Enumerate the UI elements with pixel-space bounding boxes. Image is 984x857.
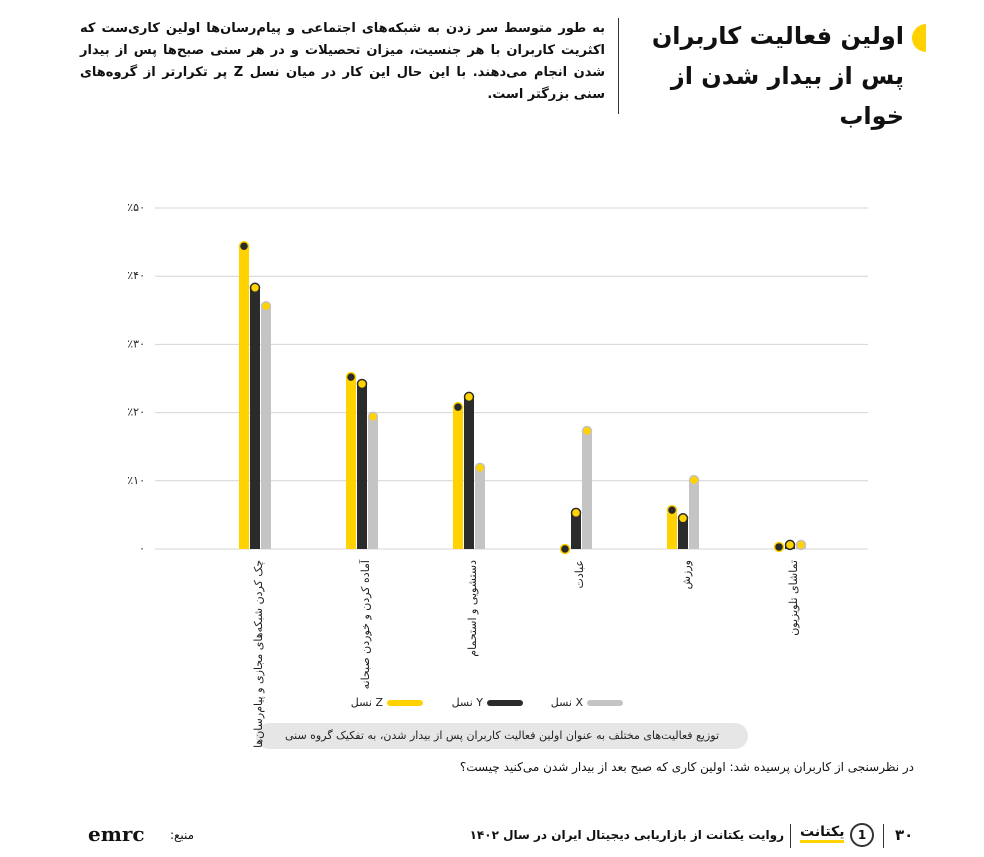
y-tick-label: ۰	[139, 542, 145, 555]
logo: یکتانت	[800, 824, 845, 843]
bar-cap-dot	[260, 300, 272, 312]
bar	[368, 416, 378, 549]
footer-text: روایت یکتانت از بازاریابی دیجیتال ایران …	[469, 828, 784, 842]
bar-cap-dot	[345, 371, 357, 383]
x-tick-label: تماشای تلویزیون	[787, 560, 800, 636]
y-tick-label: ٪۴۰	[127, 269, 145, 282]
intro-text: به طور متوسط سر زدن به شبکه‌های اجتماعی …	[80, 21, 605, 102]
bar-cap-dot	[773, 541, 785, 553]
bar	[357, 383, 367, 549]
x-tick-label: دستشویی و استحمام	[466, 560, 479, 657]
y-tick-label: ٪۲۰	[127, 406, 145, 419]
x-tick-label: آماده کردن و خوردن صبحانه	[358, 559, 372, 689]
bar	[689, 480, 699, 549]
legend-label: نسل Z	[351, 696, 384, 709]
bar	[346, 377, 356, 549]
x-tick-label: عبادت	[573, 560, 586, 589]
bar	[582, 431, 592, 549]
divider	[883, 824, 884, 848]
bar-cap-dot	[474, 462, 486, 474]
title-marker	[912, 24, 926, 52]
bar	[571, 512, 581, 549]
page-title: اولین فعالیت کاربران پس از بیدار شدن از …	[651, 22, 904, 130]
bar-cap-dot	[238, 240, 250, 252]
page-number: ۳۰	[895, 826, 914, 844]
bar-cap-dot	[367, 411, 379, 422]
badge: 1	[850, 823, 874, 847]
bar-cap-dot	[559, 543, 571, 555]
bar	[453, 407, 463, 549]
bar	[239, 246, 249, 549]
bar-cap-dot	[463, 391, 475, 403]
y-tick-label: ٪۳۰	[127, 337, 145, 350]
x-tick-label: ورزش	[680, 560, 693, 589]
bar-cap-dot	[452, 401, 464, 413]
bar-cap-dot	[666, 504, 678, 516]
bar-cap-dot	[688, 474, 700, 486]
bar-cap-dot	[677, 513, 689, 524]
bar	[464, 396, 474, 549]
bar-cap-dot	[570, 507, 582, 519]
x-tick-label: چک کردن شبکه‌های مجازی و پیام‌رسان‌ها	[252, 560, 265, 748]
divider	[618, 18, 619, 114]
bar	[250, 287, 260, 549]
bar	[261, 306, 271, 549]
bar-cap-dot	[249, 282, 261, 294]
bar	[678, 518, 688, 549]
bar-cap-dot	[784, 539, 796, 551]
survey-question: در نظرسنجی از کاربران پرسیده شد: اولین ک…	[459, 760, 914, 774]
source-label: منبع:	[170, 828, 195, 842]
bar	[667, 510, 677, 549]
y-tick-label: ٪۵۰	[127, 201, 145, 214]
legend-label: نسل X	[551, 696, 584, 709]
divider	[790, 824, 791, 848]
y-tick-label: ٪۱۰	[127, 474, 145, 487]
source: emrc	[88, 822, 145, 846]
bar-cap-dot	[795, 539, 807, 551]
bar	[475, 467, 485, 549]
bar-cap-dot	[581, 425, 593, 437]
caption-pill	[256, 723, 748, 749]
bar-cap-dot	[356, 378, 368, 390]
legend-label: نسل Y	[452, 696, 484, 709]
chart-caption: توزیع فعالیت‌های مختلف به عنوان اولین فع…	[285, 729, 719, 742]
